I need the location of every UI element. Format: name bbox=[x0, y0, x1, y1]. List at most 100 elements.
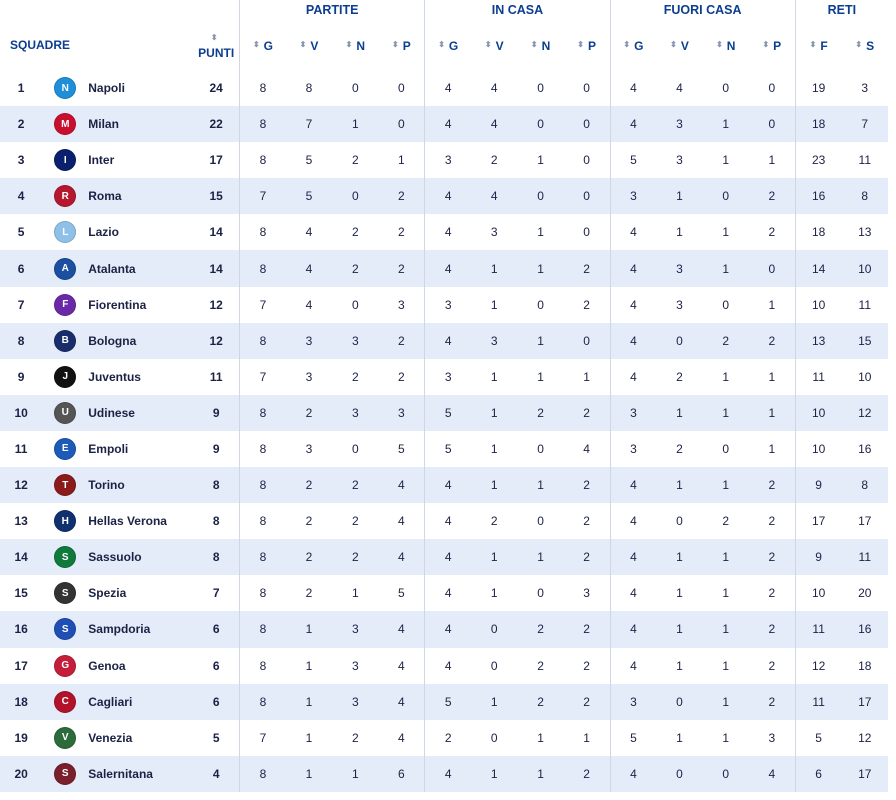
sort-icon[interactable]: ⬍ bbox=[762, 40, 770, 50]
team-name[interactable]: Fiorentina bbox=[88, 297, 147, 312]
table-row[interactable]: 12 T Torino 8 8 2 2 4 4 1 1 2 4 1 1 2 9 8 bbox=[0, 467, 888, 504]
table-row[interactable]: 17 G Genoa 6 8 1 3 4 4 0 2 2 4 1 1 2 12 18 bbox=[0, 647, 888, 684]
team-cell[interactable]: F Fiorentina bbox=[42, 287, 193, 323]
team-cell[interactable]: H Hellas Verona bbox=[42, 503, 193, 539]
table-row[interactable]: 10 U Udinese 9 8 2 3 3 5 1 2 2 3 1 1 1 10 12 bbox=[0, 394, 888, 431]
team-name[interactable]: Genoa bbox=[88, 658, 126, 673]
col-fuori-n[interactable]: ⬍ N bbox=[716, 38, 736, 53]
team-name[interactable]: Milan bbox=[88, 117, 119, 132]
stat-hg: 3 bbox=[424, 142, 472, 179]
sort-icon[interactable]: ⬍ bbox=[438, 40, 445, 50]
col-punti[interactable]: ⬍PUNTI bbox=[198, 33, 235, 60]
team-cell[interactable]: L Lazio bbox=[42, 214, 193, 250]
table-row[interactable]: 1 N Napoli 24 8 8 0 0 4 4 0 0 4 4 0 0 19 3 bbox=[0, 70, 888, 107]
col-reti-s[interactable]: ⬍ S bbox=[855, 38, 875, 53]
team-cell[interactable]: C Cagliari bbox=[42, 684, 193, 720]
stat-hv: 0 bbox=[490, 622, 498, 637]
col-partite-n[interactable]: ⬍ N bbox=[345, 38, 365, 53]
team-name[interactable]: Bologna bbox=[88, 333, 137, 348]
team-cell[interactable]: B Bologna bbox=[42, 323, 193, 359]
team-name[interactable]: Juventus bbox=[88, 369, 141, 384]
team-name[interactable]: Atalanta bbox=[88, 261, 136, 276]
col-reti-f[interactable]: ⬍ F bbox=[794, 20, 842, 70]
table-row[interactable]: 3 I Inter 17 8 5 2 1 3 2 1 0 5 3 1 1 23 11 bbox=[0, 142, 888, 179]
stat-hg: 4 bbox=[424, 539, 472, 576]
team-cell[interactable]: G Genoa bbox=[42, 648, 193, 684]
team-name[interactable]: Inter bbox=[88, 153, 115, 168]
team-cell[interactable]: S Sassuolo bbox=[42, 539, 193, 575]
table-row[interactable]: 11 E Empoli 9 8 3 0 5 5 1 0 4 3 2 0 1 10 16 bbox=[0, 430, 888, 468]
stat-an: 1 bbox=[722, 117, 730, 132]
team-name[interactable]: Spezia bbox=[88, 586, 127, 601]
table-row[interactable]: 6 A Atalanta 14 8 4 2 2 4 1 1 2 4 3 1 0 14 10 bbox=[0, 250, 888, 287]
team-cell[interactable]: I Inter bbox=[42, 142, 193, 178]
sort-icon[interactable]: ⬍ bbox=[299, 40, 307, 50]
col-fuori-v[interactable]: ⬍ V bbox=[670, 38, 689, 53]
table-row[interactable]: 15 S Spezia 7 8 2 1 5 4 1 0 3 4 1 1 2 10 20 bbox=[0, 575, 888, 612]
table-row[interactable]: 5 L Lazio 14 8 4 2 2 4 3 1 0 4 1 1 2 18 13 bbox=[0, 214, 888, 251]
table-row[interactable]: 8 B Bologna 12 8 3 3 2 4 3 1 0 4 0 2 2 13 15 bbox=[0, 322, 888, 359]
team-name[interactable]: Empoli bbox=[88, 441, 129, 456]
stat-pv: 4 bbox=[305, 225, 313, 240]
team-name[interactable]: Sassuolo bbox=[88, 550, 142, 565]
table-row[interactable]: 4 R Roma 15 7 5 0 2 4 4 0 0 3 1 0 2 16 8 bbox=[0, 178, 888, 215]
team-cell[interactable]: M Milan bbox=[42, 106, 193, 142]
table-row[interactable]: 9 J Juventus 11 7 3 2 2 3 1 1 1 4 2 1 1 11 10 bbox=[0, 358, 888, 395]
team-name[interactable]: Venezia bbox=[88, 730, 133, 745]
col-fuori-p[interactable]: ⬍ P bbox=[762, 38, 782, 53]
sort-icon[interactable]: ⬍ bbox=[623, 40, 631, 50]
team-cell[interactable]: N Napoli bbox=[42, 70, 193, 106]
table-row[interactable]: 7 F Fiorentina 12 7 4 0 3 3 1 0 2 4 3 0 1 10 11 bbox=[0, 286, 888, 323]
team-name[interactable]: Sampdoria bbox=[88, 622, 151, 637]
col-partite-g[interactable]: ⬍ G bbox=[239, 20, 286, 70]
team-name[interactable]: Torino bbox=[88, 478, 125, 493]
team-name[interactable]: Salernitana bbox=[88, 766, 153, 781]
sort-icon[interactable]: ⬍ bbox=[809, 40, 817, 50]
team-name[interactable]: Napoli bbox=[88, 81, 125, 96]
sort-icon[interactable]: ⬍ bbox=[855, 40, 863, 50]
sort-icon[interactable]: ⬍ bbox=[716, 40, 723, 50]
col-partite-p[interactable]: ⬍ P bbox=[392, 38, 411, 53]
table-row[interactable]: 20 S Salernitana 4 8 1 1 6 4 1 1 2 4 0 0 4 6 17 bbox=[0, 755, 888, 792]
table-row[interactable]: 13 H Hellas Verona 8 8 2 2 4 4 2 0 2 4 0 2 2 17 17 bbox=[0, 503, 888, 540]
table-row[interactable]: 14 S Sassuolo 8 8 2 2 4 4 1 1 2 4 1 1 2 9 11 bbox=[0, 539, 888, 576]
team-name[interactable]: Hellas Verona bbox=[88, 514, 167, 529]
col-partite-v[interactable]: ⬍ V bbox=[299, 38, 319, 53]
team-cell[interactable]: U Udinese bbox=[42, 395, 193, 431]
team-name[interactable]: Udinese bbox=[88, 405, 135, 420]
col-casa-n[interactable]: ⬍ N bbox=[530, 38, 551, 53]
col-casa-v[interactable]: ⬍ V bbox=[484, 38, 504, 53]
sort-icon[interactable]: ⬍ bbox=[530, 40, 538, 50]
sort-icon[interactable]: ⬍ bbox=[345, 40, 353, 50]
team-name[interactable]: Lazio bbox=[88, 225, 119, 240]
stat-hn: 1 bbox=[537, 550, 544, 565]
sort-icon[interactable]: ⬍ bbox=[577, 40, 584, 50]
table-row[interactable]: 16 S Sampdoria 6 8 1 3 4 4 0 2 2 4 1 1 2 11 16 bbox=[0, 611, 888, 648]
stat-s: 16 bbox=[858, 622, 872, 637]
team-cell[interactable]: S Sampdoria bbox=[42, 611, 193, 647]
table-row[interactable]: 2 M Milan 22 8 7 1 0 4 4 0 0 4 3 1 0 18 7 bbox=[0, 106, 888, 143]
stat-ap: 0 bbox=[768, 117, 776, 132]
team-cell[interactable]: T Torino bbox=[42, 467, 193, 503]
team-cell[interactable]: V Venezia bbox=[42, 720, 193, 756]
table-row[interactable]: 19 V Venezia 5 7 1 2 4 2 0 1 1 5 1 1 3 5 12 bbox=[0, 719, 888, 756]
col-fuori-g[interactable]: ⬍ G bbox=[609, 20, 657, 70]
sort-icon[interactable]: ⬍ bbox=[392, 40, 399, 50]
team-name[interactable]: Cagliari bbox=[88, 694, 133, 709]
stat-pg: 7 bbox=[239, 178, 286, 215]
team-cell[interactable]: E Empoli bbox=[42, 431, 193, 467]
col-casa-p[interactable]: ⬍ P bbox=[577, 38, 596, 53]
sort-icon[interactable]: ⬍ bbox=[484, 40, 492, 50]
team-cell[interactable]: S Spezia bbox=[42, 575, 193, 611]
team-cell[interactable]: A Atalanta bbox=[42, 250, 193, 286]
team-name[interactable]: Roma bbox=[88, 189, 122, 204]
sort-icon[interactable]: ⬍ bbox=[210, 33, 218, 43]
sort-icon[interactable]: ⬍ bbox=[252, 40, 260, 50]
col-casa-g[interactable]: ⬍ G bbox=[424, 20, 472, 70]
team-cell[interactable]: R Roma bbox=[42, 178, 193, 214]
stat-pp: 2 bbox=[398, 369, 405, 384]
table-row[interactable]: 18 C Cagliari 6 8 1 3 4 5 1 2 2 3 0 1 2 11 17 bbox=[0, 683, 888, 720]
team-cell[interactable]: S Salernitana bbox=[42, 756, 193, 792]
sort-icon[interactable]: ⬍ bbox=[670, 40, 677, 50]
team-cell[interactable]: J Juventus bbox=[42, 359, 193, 395]
